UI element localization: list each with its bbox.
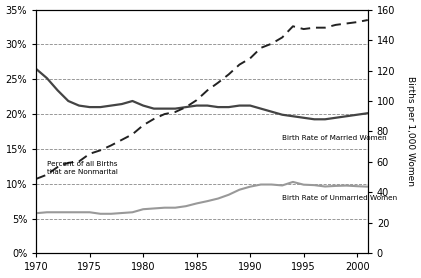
- Text: Birth Rate of Unmarried Women: Birth Rate of Unmarried Women: [282, 195, 397, 200]
- Y-axis label: Births per 1,000 Women: Births per 1,000 Women: [406, 76, 416, 187]
- Text: Birth Rate of Married Women: Birth Rate of Married Women: [282, 135, 387, 141]
- Text: Percent of all Births
that are Nonmarital: Percent of all Births that are Nonmarita…: [47, 162, 118, 175]
